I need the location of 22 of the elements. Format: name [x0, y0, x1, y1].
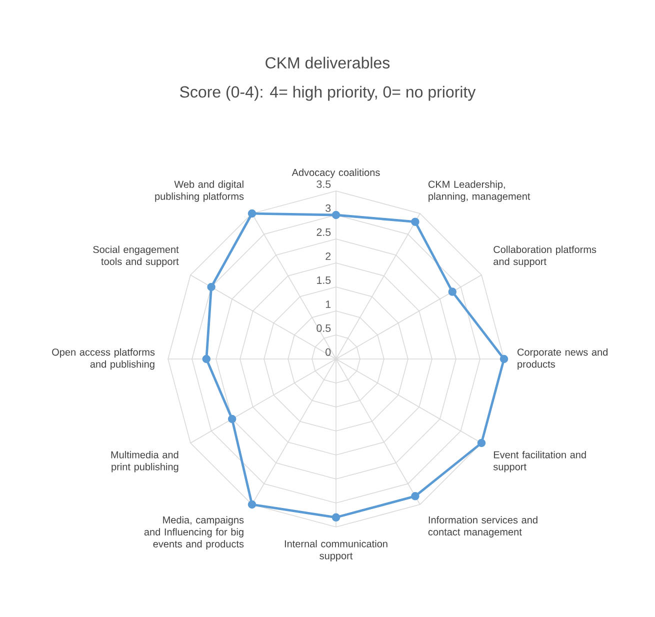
y-tick-label: 2.5: [316, 228, 331, 236]
y-tick-label: 0.5: [316, 324, 331, 332]
y-tick-label: 3.5: [316, 180, 331, 188]
spoke-label: Social engagement tools and support: [93, 246, 179, 268]
chart-title: CKM deliverables: [266, 56, 390, 69]
spoke-label: Open access platforms and publishing: [52, 348, 155, 370]
spoke-label: CKM Leadership, planning, management: [428, 180, 530, 202]
spoke-label: Information services and contact management: [428, 516, 538, 538]
y-tick-label: 1: [326, 300, 331, 308]
spoke-label: Corporate news and products: [518, 348, 608, 370]
spoke-label: Multimedia and print publishing: [111, 450, 178, 472]
y-tick-label: 1.5: [317, 276, 331, 284]
spoke-label: Advocacy coalitions: [292, 168, 380, 178]
spoke-label: Media, campaigns and Influencing for big events and products: [144, 516, 244, 550]
y-tick-label: 0: [326, 348, 331, 356]
spoke-label: Collaboration platforms and support: [494, 246, 596, 268]
spoke-label: Internal communication support: [284, 540, 388, 562]
spoke-label: Web and digital publishing platforms: [155, 180, 244, 202]
y-tick-label: 2: [326, 252, 331, 260]
y-tick-label: 3: [326, 204, 331, 212]
spoke-label: Event facilitation and support: [493, 450, 586, 472]
chart-subtitle: Score (0-4): 4= high priority, 0= no priority: [180, 86, 476, 101]
